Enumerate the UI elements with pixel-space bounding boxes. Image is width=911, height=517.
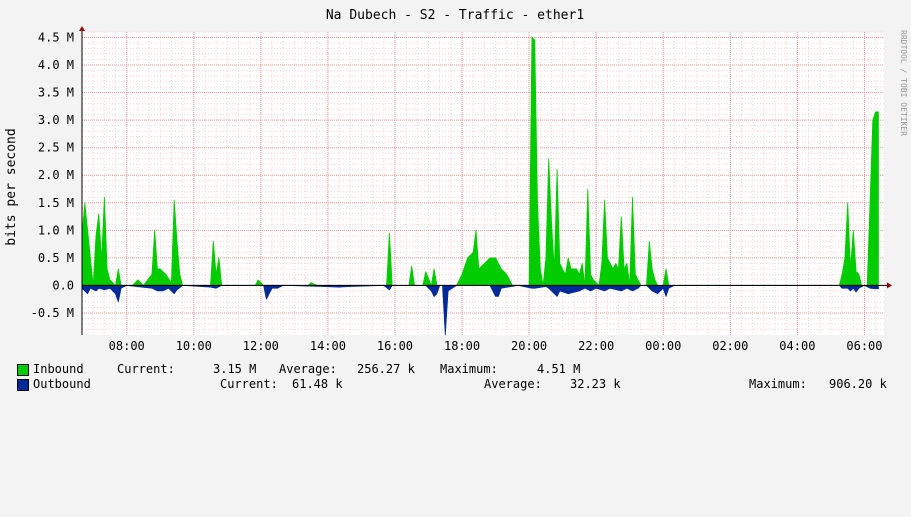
x-tick-label: 04:00: [779, 339, 815, 353]
y-tick-label: 0.5 M: [38, 251, 74, 265]
legend-outbound-name: Outbound: [33, 377, 91, 391]
x-tick-label: 02:00: [712, 339, 748, 353]
y-tick-label: 1.0 M: [38, 223, 74, 237]
legend-outbound-average: 32.23 k: [570, 377, 621, 391]
x-tick-label: 16:00: [377, 339, 413, 353]
axes: [79, 26, 892, 335]
x-tick-label: 14:00: [310, 339, 346, 353]
legend-inbound-maximum-label: Maximum:: [440, 362, 498, 376]
x-tick-label: 20:00: [511, 339, 547, 353]
graph-canvas: 4.5 M 4.0 M 3.5 M 3.0 M 2.5 M 2.0 M 1.5 M 1.0 M…: [0, 8, 911, 393]
x-tick-label: 00:00: [645, 339, 681, 353]
y-tick-label: 4.5 M: [38, 31, 74, 45]
y-tick-labels: 4.5 M 4.0 M 3.5 M 3.0 M 2.5 M 2.0 M 1.5 M 1.0 M…: [31, 31, 74, 320]
y-tick-label: 0.0: [52, 278, 74, 292]
y-axis-label: bits per second: [4, 128, 19, 245]
watermark: RRDTOOL / TOBI OETIKER: [899, 30, 908, 136]
legend-inbound-row: Inbound Current: 3.15 M Average: 256.27 …: [0, 362, 911, 378]
x-tick-label: 08:00: [109, 339, 145, 353]
legend-swatch-outbound: [17, 379, 29, 391]
legend-outbound-current-label: Current:: [220, 377, 278, 391]
legend-inbound-average-label: Average:: [279, 362, 337, 376]
legend-outbound-maximum: 906.20 k: [829, 377, 887, 391]
y-tick-label: -0.5 M: [31, 306, 74, 320]
x-tick-label: 12:00: [243, 339, 279, 353]
legend-outbound-maximum-label: Maximum:: [749, 377, 807, 391]
y-axis-arrow: [79, 26, 85, 31]
legend-inbound-current-label: Current:: [117, 362, 175, 376]
x-axis-arrow: [887, 282, 892, 289]
legend-swatch-inbound: [17, 364, 29, 376]
x-tick-label: 10:00: [176, 339, 212, 353]
legend-outbound-average-label: Average:: [484, 377, 542, 391]
legend-outbound-row: Outbound Current: 61.48 k Average: 32.23…: [0, 377, 911, 393]
legend-inbound-current: 3.15 M: [213, 362, 257, 376]
legend-inbound-name: Inbound: [33, 362, 84, 376]
x-tick-label: 18:00: [444, 339, 480, 353]
y-tick-label: 3.0 M: [38, 113, 74, 127]
y-tick-label: 3.5 M: [38, 86, 74, 100]
legend-inbound-average: 256.27 k: [357, 362, 415, 376]
y-tick-label: 4.0 M: [38, 58, 74, 72]
x-tick-labels: 08:00 10:00 12:00 14:00 16:00 18:00 20:00 22:00…: [109, 339, 883, 353]
y-tick-label: 2.0 M: [38, 168, 74, 182]
legend-inbound-maximum: 4.51 M: [537, 362, 581, 376]
chart-title: Na Dubech - S2 - Traffic - ether1: [326, 8, 584, 23]
legend-outbound-current: 61.48 k: [292, 377, 343, 391]
y-tick-label: 1.5 M: [38, 196, 74, 210]
y-tick-label: 2.5 M: [38, 141, 74, 155]
x-tick-label: 06:00: [846, 339, 882, 353]
traffic-chart: 4.5 M 4.0 M 3.5 M 3.0 M 2.5 M 2.0 M 1.5 M 1.0 M…: [4, 8, 908, 353]
x-tick-label: 22:00: [578, 339, 614, 353]
